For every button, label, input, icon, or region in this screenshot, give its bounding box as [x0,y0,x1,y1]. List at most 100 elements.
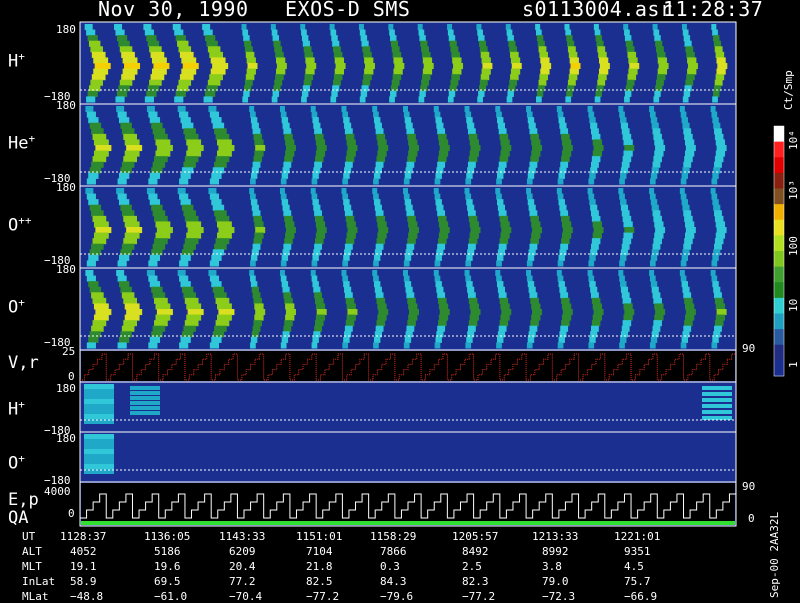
pulse-cell [250,111,256,118]
pulse-cell [540,57,550,64]
pulse-cell [344,122,352,129]
pulse-cell [713,167,721,174]
pulse-cell [559,122,567,129]
pulse-cell [619,178,625,185]
pulse-cell [305,68,315,75]
pulse-cell [149,336,161,343]
pulse-cell [217,139,232,146]
pulse-cell [151,68,167,75]
pulse-cell [465,193,472,200]
pulse-cell [181,57,197,64]
pulse-cell [181,286,194,293]
pulse-cell [652,210,661,217]
pulse-cell [448,90,456,97]
pulse-cell [118,40,130,47]
pulse-cell [653,156,662,163]
sparse-cell [84,399,114,404]
ytick-he-top: 180 [56,99,76,112]
pulse-cell [620,204,629,211]
pulse-cell [186,150,202,157]
ytick-h-top: 180 [56,23,76,36]
ytick-h2-top: 180 [56,382,76,395]
pulse-cell [593,145,604,152]
pulse-cell [500,232,510,239]
colorbar-seg [774,329,784,346]
pulse-cell [360,35,368,42]
pulse-cell [436,249,444,256]
pulse-cell [364,63,375,70]
pulse-cell [623,221,633,228]
pulse-cell [346,221,356,228]
pulse-cell [685,221,695,228]
pulse-cell [624,145,635,152]
pulse-cell [252,161,261,168]
pulse-cell [214,210,227,217]
pulse-cell [315,150,326,157]
pulse-cell [627,51,637,58]
pulse-cell [144,29,154,36]
pulse-cell [254,314,264,321]
ytick-vr-top: 25 [62,345,76,358]
pulse-cell [620,331,629,338]
pulse-cell [315,221,326,228]
pulse-cell [174,29,184,36]
pulse-cell [344,286,352,293]
pulse-cell [148,178,158,185]
pulse-cell [621,325,630,332]
pulse-cell [618,188,624,195]
pulse-cell [561,215,570,222]
pulse-cell [406,128,415,135]
pulse-cell [714,320,724,327]
pulse-cell [435,254,442,261]
pulse-cell [88,281,99,288]
pulse-cell [314,210,322,217]
pulse-cell [653,320,662,327]
pulse-cell [148,260,158,267]
pulse-cell [682,122,690,129]
pulse-cell [625,40,633,47]
pulse-cell [284,133,293,140]
footer-ut-value: 1213:33 [532,530,579,543]
pulse-cell [497,122,505,129]
pulse-cell [589,254,596,261]
pulse-cell [84,24,93,31]
pulse-cell [177,106,186,113]
pulse-cell [497,199,504,206]
pulse-cell [406,292,415,299]
pulse-cell [498,243,507,250]
pulse-cell [252,128,261,135]
pulse-cell [89,204,102,211]
pulse-cell [243,90,250,97]
pulse-cell [156,227,173,234]
pulse-cell [315,133,324,140]
pulse-cell [119,46,133,53]
pulse-cell [94,63,111,70]
pulse-cell [711,24,717,31]
pulse-cell [498,292,507,299]
pulse-cell [591,320,601,327]
pulse-cell [505,24,511,31]
pulse-cell [650,117,658,124]
pulse-cell [284,215,293,222]
pulse-cell [89,249,102,256]
pulse-cell [361,85,369,92]
pulse-cell [280,178,287,185]
pulse-cell [716,227,727,234]
pulse-cell [567,46,576,53]
pulse-cell [342,111,349,118]
pulse-cell [465,260,472,267]
pulse-cell [184,133,199,140]
pulse-cell [467,331,475,338]
pulse-cell [536,90,544,97]
pulse-cell [477,96,483,103]
pulse-cell [209,51,223,58]
pulse-cell [558,117,565,124]
pulse-cell [681,281,688,288]
pulse-cell [314,292,322,299]
pulse-cell [435,199,442,206]
pulse-cell [180,199,191,206]
pulse-cell [251,249,259,256]
pulse-cell [716,68,726,75]
pulse-cell [347,309,358,316]
pulse-cell [592,221,602,228]
